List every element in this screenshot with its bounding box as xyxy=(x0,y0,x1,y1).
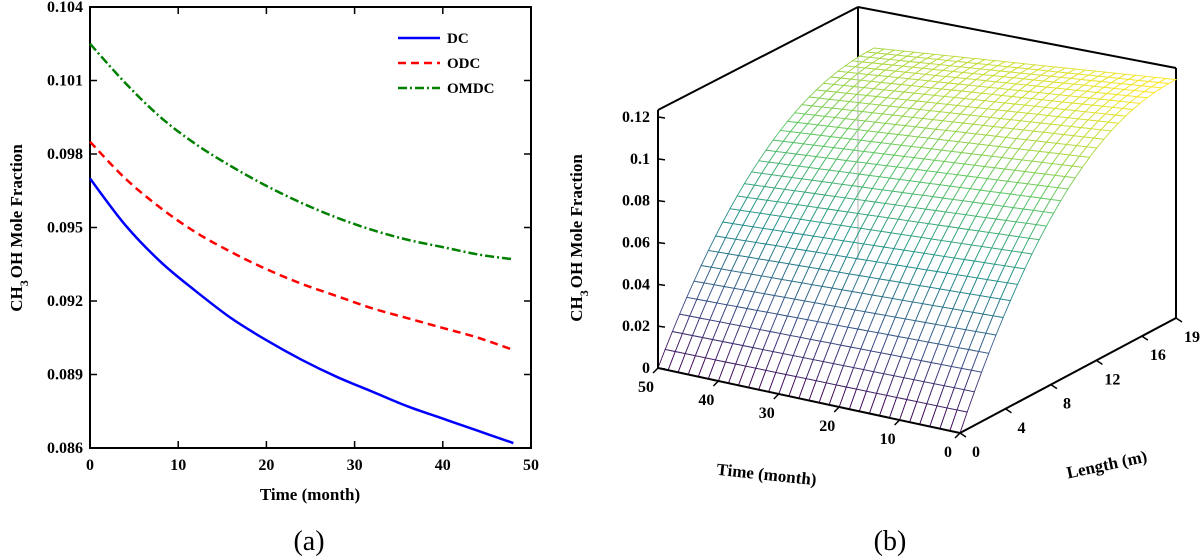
z-tick-mark xyxy=(657,241,666,245)
time-tick-mark xyxy=(712,380,719,387)
panel-a-caption: (a) xyxy=(293,526,324,557)
legend-label-odc: ODC xyxy=(447,56,480,72)
length-tick-mark xyxy=(1005,408,1012,414)
length-tick-mark xyxy=(1141,335,1149,341)
z-tick-mark xyxy=(657,367,666,370)
z-tick-mark xyxy=(657,199,666,203)
z-tick-mark xyxy=(657,116,666,119)
x-tick-label: 0 xyxy=(86,457,94,474)
time-tick-mark xyxy=(954,432,961,439)
z-tick-label: 0.04 xyxy=(622,276,650,293)
plot-a-frame xyxy=(89,6,532,449)
x-tick-label: 10 xyxy=(170,457,186,474)
plot-a-xlabel: Time (month) xyxy=(260,485,360,504)
z-tick-mark xyxy=(657,158,666,161)
panel-a-line-chart: 0 10 20 30 40 50 0.086 0.089 0.092 0.095 0.098 0.10… xyxy=(7,0,539,557)
time-tick-label: 10 xyxy=(880,431,896,448)
z-tick-label: 0.06 xyxy=(622,235,650,252)
length-tick-mark xyxy=(959,432,967,438)
plot-a-ticks: 0 10 20 30 40 50 0.086 0.089 0.092 0.095 0.098 0.10… xyxy=(47,0,539,474)
x-tick-label: 50 xyxy=(523,457,539,474)
x-tick-label: 30 xyxy=(347,457,363,474)
plot-a-series xyxy=(89,42,514,445)
length-tick-mark xyxy=(1050,383,1058,390)
y-tick-label: 0.089 xyxy=(47,367,83,384)
length-tick-label: 4 xyxy=(1017,420,1025,437)
length-tick-mark xyxy=(1175,317,1183,323)
y-tick-label: 0.104 xyxy=(47,0,83,16)
z-tick-label: 0.1 xyxy=(630,151,650,168)
series-line-omdc xyxy=(89,42,514,261)
length-tick-label: 0 xyxy=(972,444,980,461)
surface-cell xyxy=(1157,78,1178,84)
legend-label-dc: DC xyxy=(447,31,469,47)
z-tick-mark xyxy=(657,283,666,287)
y-tick-label: 0.098 xyxy=(47,146,83,163)
z-tick-label: 0.02 xyxy=(622,318,650,335)
x-tick-label: 40 xyxy=(435,457,451,474)
plot-b-length-label: Length (m) xyxy=(1065,447,1149,483)
length-tick-mark xyxy=(1096,359,1103,365)
box-front-edges xyxy=(657,110,1177,434)
legend-label-omdc: OMDC xyxy=(447,81,495,97)
series-line-dc xyxy=(89,177,514,445)
time-tick-label: 50 xyxy=(638,379,654,396)
time-tick-label: 20 xyxy=(819,418,835,435)
time-tick-mark xyxy=(894,419,901,426)
panel-b-surface-chart: 0 0.02 0.04 0.06 0.08 0.1 0.12 0 10 20 30 40 50 0 4 8 12… xyxy=(567,6,1200,557)
plot-a-ylabel: CH3OH Mole Fraction xyxy=(7,144,31,312)
time-tick-mark xyxy=(652,367,659,374)
plot-a-legend: DC ODC OMDC xyxy=(398,31,495,97)
y-tick-label: 0.092 xyxy=(47,293,83,310)
length-tick-label: 19 xyxy=(1184,329,1200,346)
y-tick-label: 0.086 xyxy=(47,440,83,457)
time-tick-label: 0 xyxy=(944,444,952,461)
length-tick-label: 8 xyxy=(1063,396,1071,413)
surface-mesh xyxy=(657,47,1178,434)
length-tick-label: 12 xyxy=(1104,371,1120,388)
y-tick-label: 0.095 xyxy=(47,220,83,237)
series-line-odc xyxy=(89,140,514,352)
length-tick-label: 16 xyxy=(1150,347,1166,364)
plot-b-time-label: Time (month) xyxy=(716,460,818,489)
time-tick-mark xyxy=(773,393,780,400)
time-tick-label: 40 xyxy=(698,392,714,409)
z-tick-mark xyxy=(657,325,666,328)
panel-b-caption: (b) xyxy=(874,526,907,557)
time-tick-label: 30 xyxy=(759,405,775,422)
z-tick-label: 0.12 xyxy=(622,109,650,126)
plot-b-zlabel: CH3OH Mole Fraction xyxy=(567,154,591,322)
z-tick-label: 0 xyxy=(642,360,650,377)
time-tick-mark xyxy=(833,406,840,413)
surface-ticks: 0 0.02 0.04 0.06 0.08 0.1 0.12 0 10 20 30 40 50 0 4 8 12… xyxy=(622,109,1200,461)
z-tick-label: 0.08 xyxy=(622,193,650,210)
y-tick-label: 0.101 xyxy=(47,73,83,90)
x-tick-label: 20 xyxy=(258,457,274,474)
